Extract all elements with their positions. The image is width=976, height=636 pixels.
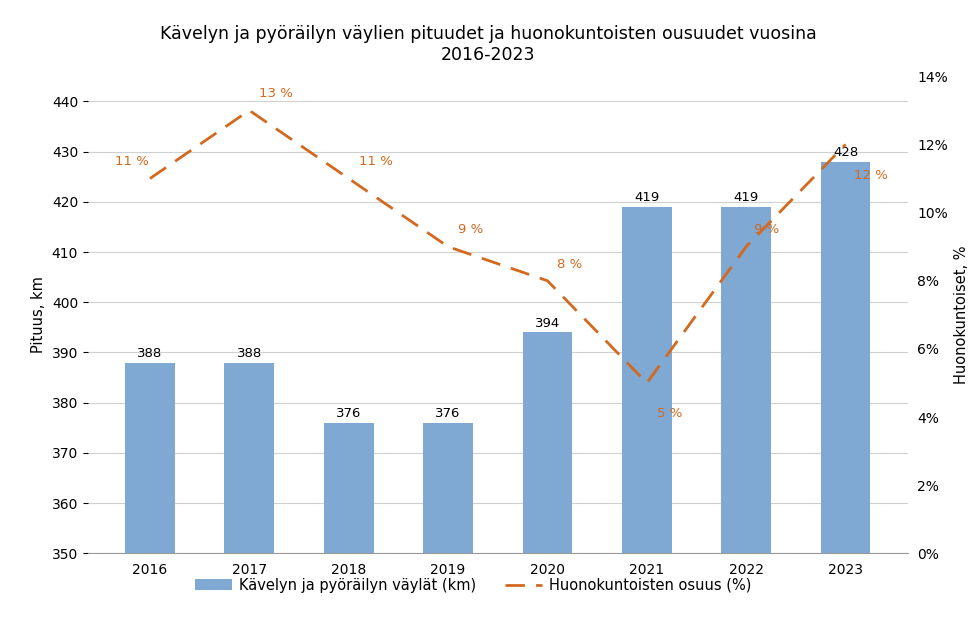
Text: 388: 388 — [237, 347, 262, 360]
Bar — [622, 207, 671, 636]
Bar — [522, 333, 572, 636]
Text: 9 %: 9 % — [458, 223, 483, 237]
Bar — [224, 363, 274, 636]
Y-axis label: Huonokuntoiset, %: Huonokuntoiset, % — [954, 245, 969, 384]
Text: 13 %: 13 % — [260, 87, 293, 100]
Text: 9 %: 9 % — [754, 223, 780, 237]
Text: 394: 394 — [535, 317, 560, 330]
Text: 12 %: 12 % — [854, 169, 887, 182]
Text: 376: 376 — [336, 407, 361, 420]
Text: 11 %: 11 % — [358, 155, 392, 169]
Text: 419: 419 — [634, 191, 660, 204]
Bar — [125, 363, 175, 636]
Bar — [721, 207, 771, 636]
Text: 5 %: 5 % — [657, 408, 682, 420]
Text: 388: 388 — [138, 347, 163, 360]
Y-axis label: Pituus, km: Pituus, km — [31, 277, 46, 353]
Text: 419: 419 — [734, 191, 758, 204]
Legend: Kävelyn ja pyöräilyn väylät (km), Huonokuntoisten osuus (%): Kävelyn ja pyöräilyn väylät (km), Huonok… — [189, 572, 757, 598]
Text: 428: 428 — [833, 146, 858, 159]
Bar — [821, 162, 871, 636]
Bar — [424, 423, 473, 636]
Text: 8 %: 8 % — [557, 258, 583, 270]
Text: 11 %: 11 % — [115, 155, 149, 169]
Text: Kävelyn ja pyöräilyn väylien pituudet ja huonokuntoisten ousuudet vuosina
2016-2: Kävelyn ja pyöräilyn väylien pituudet ja… — [160, 25, 816, 64]
Bar — [324, 423, 374, 636]
Text: 376: 376 — [435, 407, 461, 420]
